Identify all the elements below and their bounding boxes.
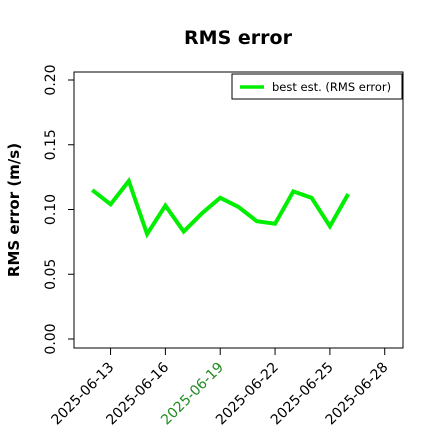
legend: best est. (RMS error) (231, 73, 403, 100)
y-axis-label: RMS error (m/s) (5, 143, 23, 277)
x-axis: 2025-06-132025-06-162025-06-192025-06-22… (49, 348, 392, 428)
y-tick-label: 0.05 (43, 259, 59, 290)
y-axis: 0.00 0.05 0.10 0.15 0.20 (43, 64, 74, 355)
series-line (91, 176, 350, 239)
chart-title: RMS error (184, 27, 293, 49)
y-tick-label: 0.20 (43, 64, 59, 95)
legend-label: best est. (RMS error) (272, 80, 391, 94)
y-tick-label: 0.10 (43, 194, 59, 225)
y-tick-label: 0.00 (43, 323, 59, 354)
plot-frame (73, 71, 404, 349)
y-tick-label: 0.15 (43, 129, 59, 160)
series-layer (91, 176, 350, 239)
